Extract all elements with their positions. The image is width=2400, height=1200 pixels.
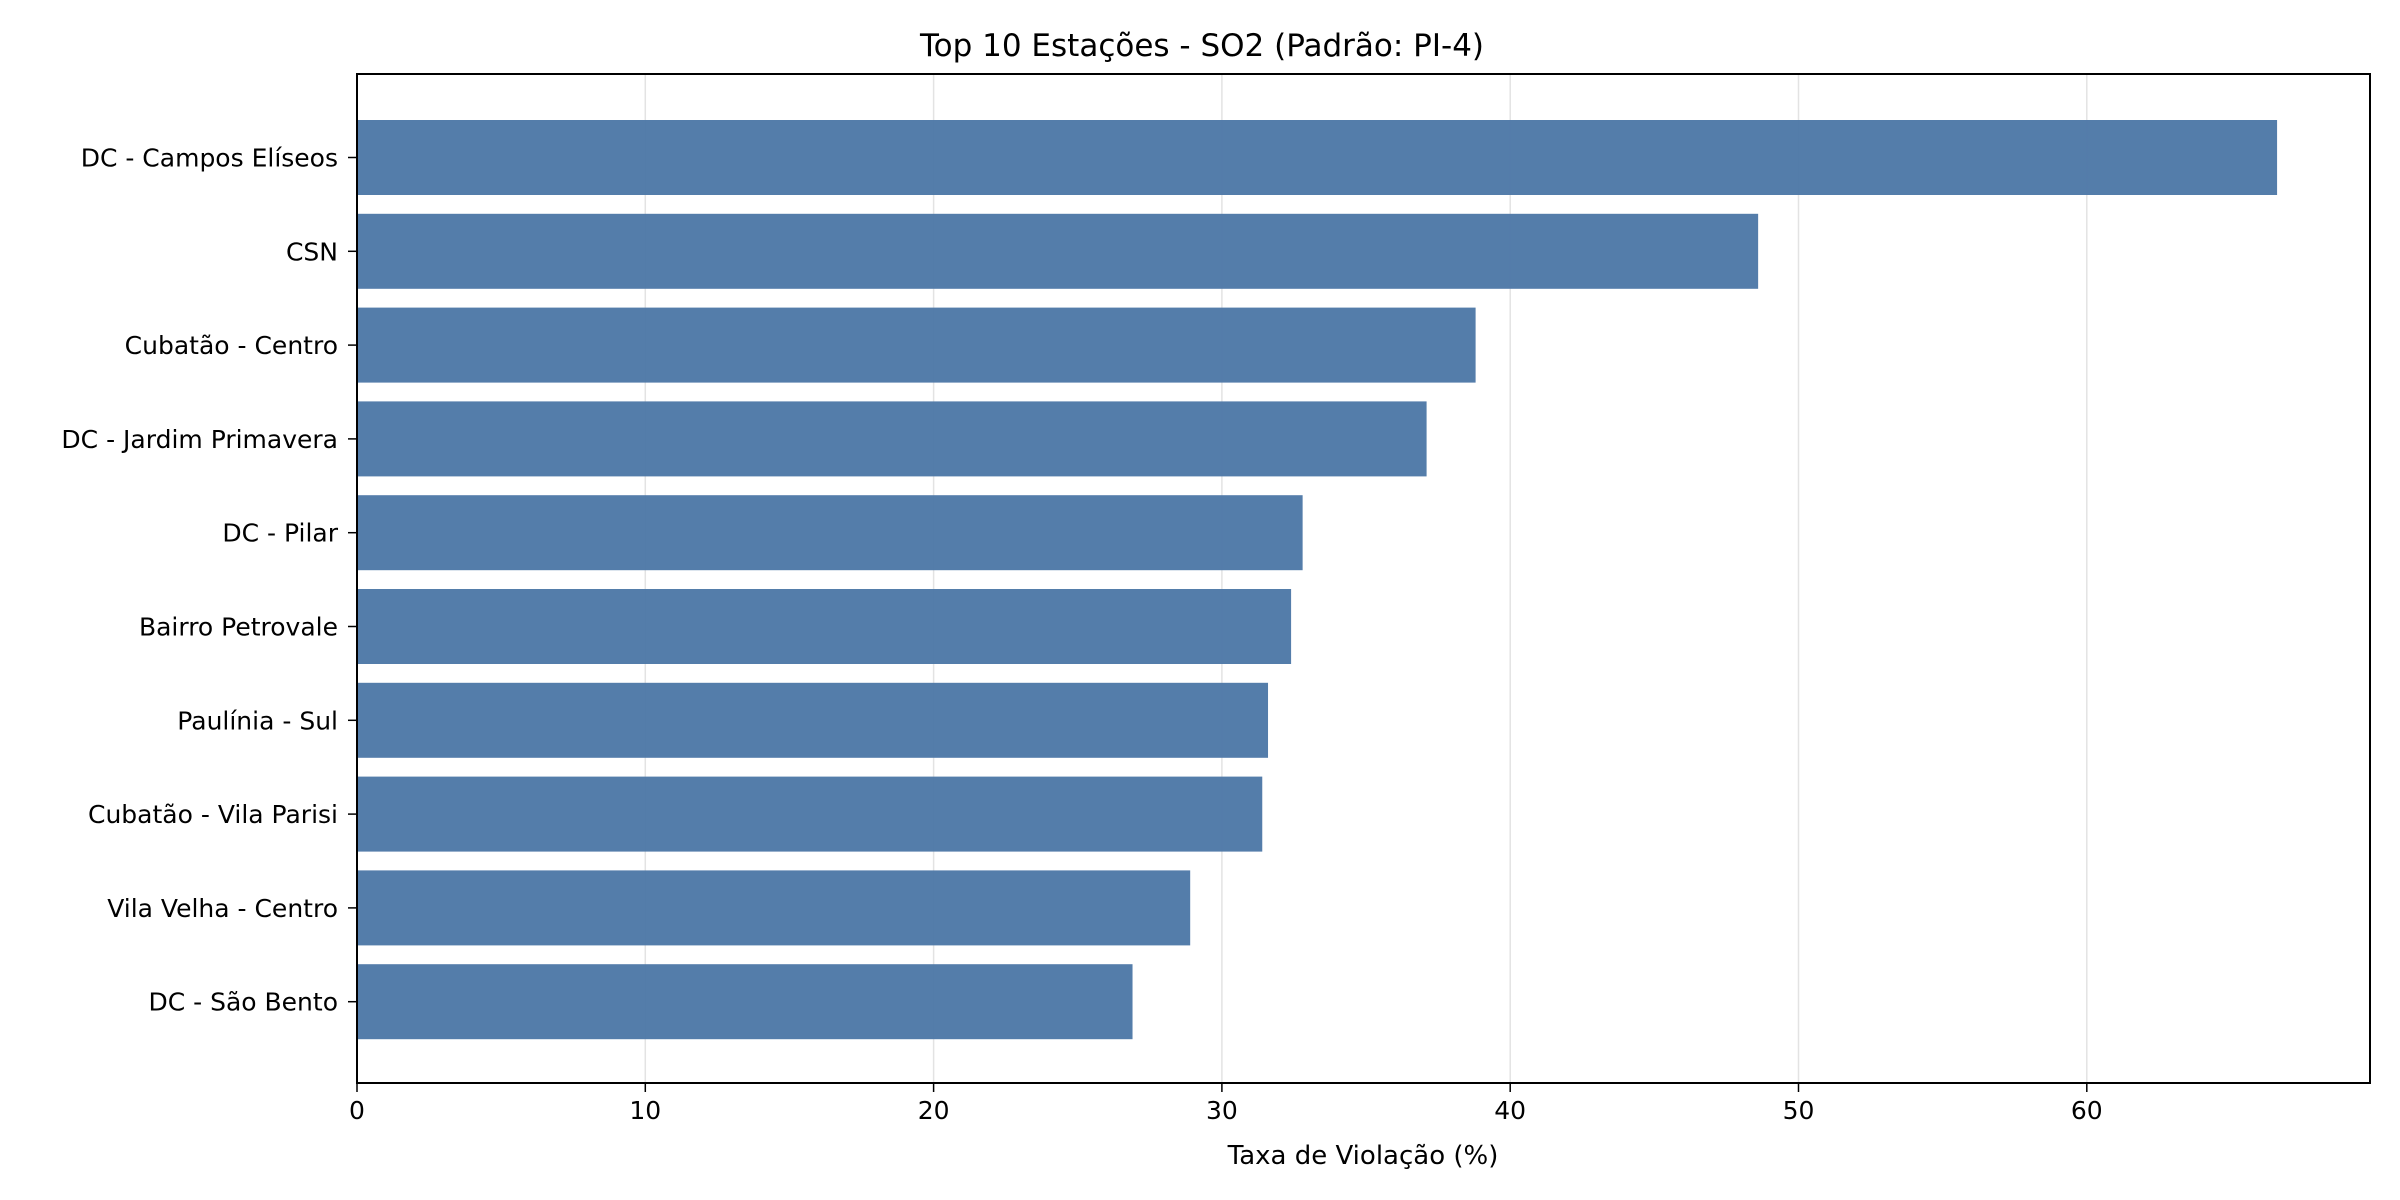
x-tick-label: 40	[1494, 1096, 1526, 1125]
y-axis-ticks: DC - Campos Elíseos CSN Cubatão - Centro DC…	[61, 144, 357, 1017]
bar-5	[357, 495, 1303, 571]
y-tick-label: Vila Velha - Centro	[107, 894, 338, 923]
bars	[357, 120, 2278, 1040]
bar-9	[357, 870, 1191, 946]
y-tick-label: DC - São Bento	[148, 988, 338, 1017]
bar-1	[357, 120, 2278, 195]
x-tick-label: 0	[349, 1096, 365, 1125]
y-tick-label: DC - Jardim Primavera	[61, 425, 338, 454]
bar-10	[357, 964, 1133, 1040]
x-tick-label: 20	[918, 1096, 950, 1125]
bar-8	[357, 776, 1263, 852]
bar-7	[357, 682, 1269, 758]
bar-6	[357, 589, 1292, 664]
x-axis-ticks: 0 10 20 30 40 50 60	[349, 1083, 2103, 1125]
plot-frame	[356, 73, 2371, 1084]
x-tick-label: 60	[2071, 1096, 2103, 1125]
bar-3	[357, 307, 1476, 383]
y-tick-label: Cubatão - Centro	[125, 331, 338, 360]
bar-2	[357, 213, 1759, 289]
y-tick-label: Bairro Petrovale	[139, 613, 338, 642]
x-tick-label: 10	[629, 1096, 661, 1125]
chart-title: Top 10 Estações - SO2 (Padrão: PI-4)	[919, 28, 1484, 64]
x-tick-label: 50	[1783, 1096, 1815, 1125]
x-axis-label: Taxa de Violação (%)	[1227, 1141, 1499, 1171]
y-tick-label: DC - Campos Elíseos	[81, 144, 338, 173]
y-tick-label: DC - Pilar	[222, 519, 338, 548]
y-tick-label: Cubatão - Vila Parisi	[88, 800, 338, 829]
y-tick-label: CSN	[286, 237, 338, 266]
bar-4	[357, 401, 1427, 477]
x-tick-label: 30	[1206, 1096, 1238, 1125]
y-tick-label: Paulínia - Sul	[177, 706, 338, 735]
